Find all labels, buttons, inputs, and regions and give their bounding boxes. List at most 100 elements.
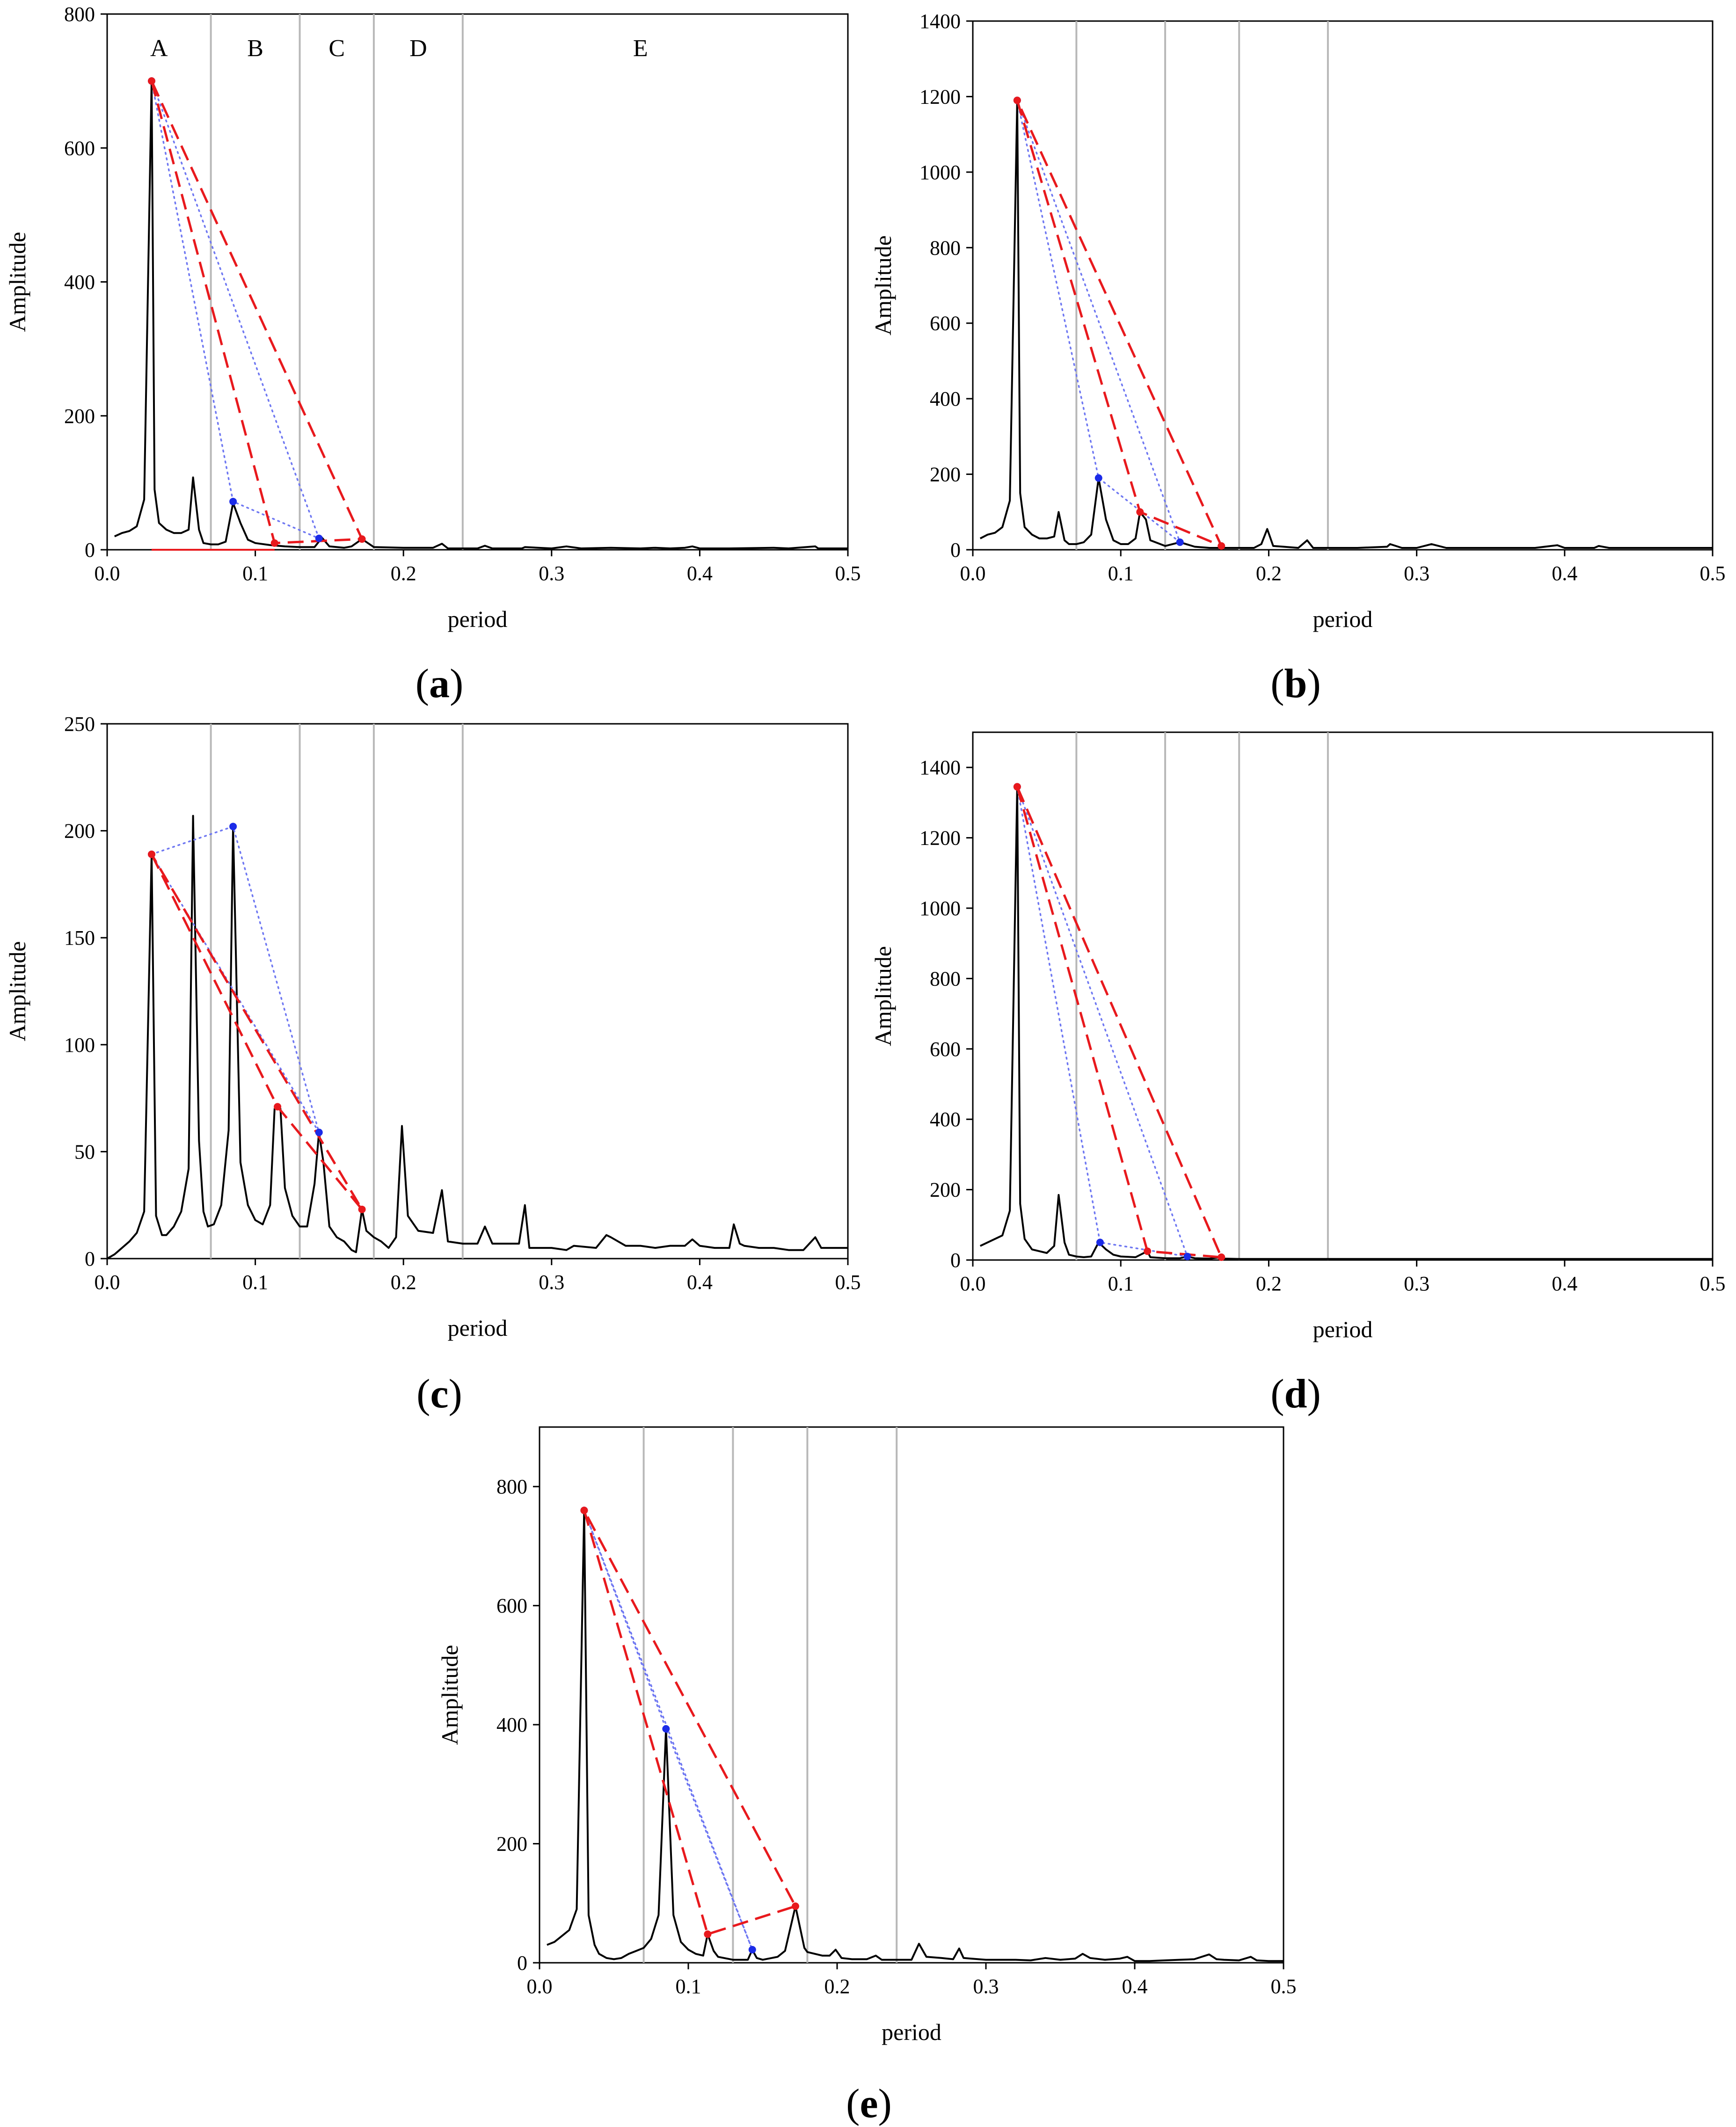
red-point bbox=[704, 1930, 712, 1938]
y-tick-label: 50 bbox=[74, 1140, 95, 1163]
plot-frame bbox=[539, 1426, 1284, 1964]
x-tick-label: 0.4 bbox=[1552, 562, 1577, 585]
y-tick-label: 0 bbox=[85, 539, 95, 561]
region-label: C bbox=[328, 35, 345, 62]
y-tick-label: 400 bbox=[496, 1713, 527, 1736]
y-tick-label: 800 bbox=[930, 236, 961, 259]
spectrum-line bbox=[547, 1509, 1284, 1962]
y-tick-label: 0 bbox=[950, 1249, 961, 1272]
region-label: D bbox=[409, 35, 427, 62]
panel-caption: (b) bbox=[1270, 661, 1321, 707]
x-tick-label: 0.1 bbox=[1108, 562, 1134, 585]
x-tick-label: 0.3 bbox=[973, 1975, 999, 1998]
chart-panel-c: 0.0 0.1 0.2 0.3 0.4 0.5 0 50 100 150 200 250 period A… bbox=[4, 713, 861, 1417]
y-tick-label: 100 bbox=[64, 1034, 95, 1056]
y-axis-title: Amplitude bbox=[870, 235, 896, 335]
spectrum-line bbox=[979, 786, 1713, 1260]
panel-caption-close: ) bbox=[1307, 1371, 1320, 1417]
y-tick-label: 400 bbox=[930, 387, 961, 410]
red-point bbox=[1144, 1247, 1152, 1255]
blue-point bbox=[229, 497, 237, 505]
panel-caption: (c) bbox=[416, 1371, 462, 1417]
blue-point bbox=[315, 534, 323, 542]
y-tick-label: 200 bbox=[64, 405, 95, 428]
blue-dotted-triangle bbox=[1016, 787, 1189, 1258]
panel-caption-letter: b bbox=[1284, 661, 1307, 707]
y-tick-label: 1400 bbox=[919, 10, 961, 33]
x-tick-label: 0.0 bbox=[960, 1272, 986, 1295]
panel-caption: (d) bbox=[1270, 1371, 1321, 1417]
y-tick-label: 600 bbox=[930, 312, 961, 335]
x-tick-label: 0.3 bbox=[1404, 562, 1430, 585]
x-tick-label: 0.5 bbox=[1700, 562, 1726, 585]
red-point bbox=[147, 850, 155, 858]
y-tick-label: 200 bbox=[930, 463, 961, 486]
plot-frame bbox=[972, 20, 1714, 551]
blue-point bbox=[1094, 474, 1102, 482]
panel-caption-open: ( bbox=[416, 1371, 430, 1417]
chart-panel-d: 0.0 0.1 0.2 0.3 0.4 0.5 0 200 400 600 800 1000 1200 1… bbox=[870, 731, 1726, 1417]
x-axis-title: period bbox=[1313, 1316, 1373, 1342]
panel-caption-open: ( bbox=[1270, 1371, 1284, 1417]
red-dashed-triangle bbox=[1016, 100, 1224, 548]
x-tick-label: 0.3 bbox=[1404, 1272, 1430, 1295]
x-tick-label: 0.5 bbox=[835, 562, 861, 585]
panel-caption-letter: c bbox=[430, 1371, 448, 1417]
x-tick-label: 0.1 bbox=[1108, 1272, 1134, 1295]
y-tick-label: 800 bbox=[930, 967, 961, 990]
x-tick-label: 0.0 bbox=[95, 1271, 120, 1294]
y-tick-label: 600 bbox=[64, 137, 95, 160]
x-tick-label: 0.0 bbox=[960, 562, 986, 585]
x-tick-label: 0.2 bbox=[391, 562, 416, 585]
panel-caption-close: ) bbox=[878, 2081, 892, 2127]
y-tick-label: 0 bbox=[85, 1247, 95, 1270]
y-tick-label: 1000 bbox=[919, 161, 961, 184]
y-tick-label: 0 bbox=[517, 1952, 527, 1974]
red-dashed-triangle bbox=[1016, 786, 1224, 1259]
x-tick-label: 0.5 bbox=[835, 1271, 861, 1294]
red-point bbox=[274, 1103, 282, 1111]
x-tick-label: 0.5 bbox=[1271, 1975, 1297, 1998]
x-tick-label: 0.1 bbox=[242, 562, 268, 585]
x-tick-label: 0.4 bbox=[1122, 1975, 1148, 1998]
x-axis-title: period bbox=[1313, 606, 1373, 632]
x-tick-label: 0.4 bbox=[687, 562, 713, 585]
y-axis-title: Amplitude bbox=[870, 946, 896, 1046]
red-point bbox=[147, 77, 155, 85]
y-tick-label: 150 bbox=[64, 926, 95, 949]
blue-point bbox=[662, 1725, 670, 1733]
panel-caption-close: ) bbox=[1307, 661, 1320, 707]
x-tick-label: 0.1 bbox=[242, 1271, 268, 1294]
spectrum-line bbox=[114, 80, 848, 550]
region-label: A bbox=[150, 35, 168, 62]
x-tick-label: 0.0 bbox=[95, 562, 120, 585]
red-point bbox=[270, 539, 278, 547]
chart-panel-e: 0.0 0.1 0.2 0.3 0.4 0.5 0 200 400 600 800 period Amp… bbox=[437, 1426, 1297, 2127]
y-axis-title: Amplitude bbox=[4, 232, 30, 332]
blue-point bbox=[315, 1129, 323, 1136]
y-tick-label: 1200 bbox=[919, 85, 961, 108]
red-point bbox=[358, 535, 366, 543]
x-tick-label: 0.3 bbox=[539, 562, 564, 585]
x-axis-title: period bbox=[448, 606, 508, 632]
x-tick-label: 0.2 bbox=[1256, 562, 1282, 585]
x-tick-label: 0.0 bbox=[527, 1975, 553, 1998]
panel-caption-open: ( bbox=[416, 661, 429, 707]
region-label: B bbox=[247, 35, 263, 62]
x-tick-label: 0.2 bbox=[391, 1271, 416, 1294]
y-tick-label: 600 bbox=[930, 1038, 961, 1061]
red-point bbox=[358, 1205, 366, 1213]
y-axis-title: Amplitude bbox=[4, 941, 30, 1042]
panel-caption: (e) bbox=[846, 2081, 892, 2127]
x-tick-label: 0.1 bbox=[676, 1975, 701, 1998]
blue-point bbox=[1176, 538, 1184, 546]
red-point bbox=[1136, 508, 1144, 516]
x-tick-label: 0.3 bbox=[539, 1271, 564, 1294]
red-point bbox=[1218, 542, 1225, 550]
spectrum-line bbox=[979, 99, 1713, 549]
y-tick-label: 600 bbox=[496, 1595, 527, 1617]
panel-caption-open: ( bbox=[846, 2081, 860, 2127]
panel-caption-close: ) bbox=[449, 1371, 462, 1417]
y-tick-label: 400 bbox=[64, 271, 95, 294]
